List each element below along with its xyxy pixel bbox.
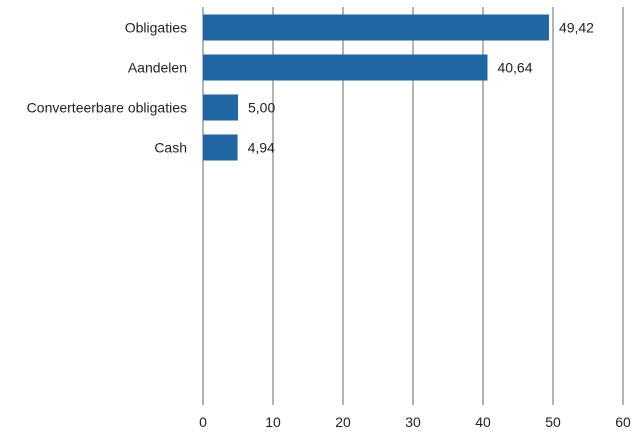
bar-1 xyxy=(203,54,488,81)
x-tick-label-10: 10 xyxy=(265,414,281,430)
value-labels: 49,42 40,64 5,00 4,94 xyxy=(248,20,595,156)
value-label-3: 4,94 xyxy=(248,140,275,156)
x-tick-label-30: 30 xyxy=(405,414,421,430)
x-tick-labels: 0 10 20 30 40 50 60 xyxy=(199,414,631,430)
bars xyxy=(203,14,549,161)
category-labels: Obligaties Aandelen Converteerbare obligat… xyxy=(27,20,187,156)
bar-2 xyxy=(203,94,238,121)
x-tick-label-0: 0 xyxy=(199,414,207,430)
category-label-1: Aandelen xyxy=(128,60,187,76)
category-label-3: Cash xyxy=(154,140,187,156)
x-tick-label-20: 20 xyxy=(335,414,351,430)
x-tick-label-50: 50 xyxy=(545,414,561,430)
x-tick-label-40: 40 xyxy=(475,414,491,430)
category-label-2: Converteerbare obligaties xyxy=(27,100,187,116)
bar-3 xyxy=(203,134,238,161)
bar-0 xyxy=(203,14,549,41)
category-label-0: Obligaties xyxy=(125,20,187,36)
value-label-2: 5,00 xyxy=(248,100,275,116)
value-label-1: 40,64 xyxy=(497,60,532,76)
x-tick-label-60: 60 xyxy=(615,414,631,430)
value-label-0: 49,42 xyxy=(559,20,594,36)
